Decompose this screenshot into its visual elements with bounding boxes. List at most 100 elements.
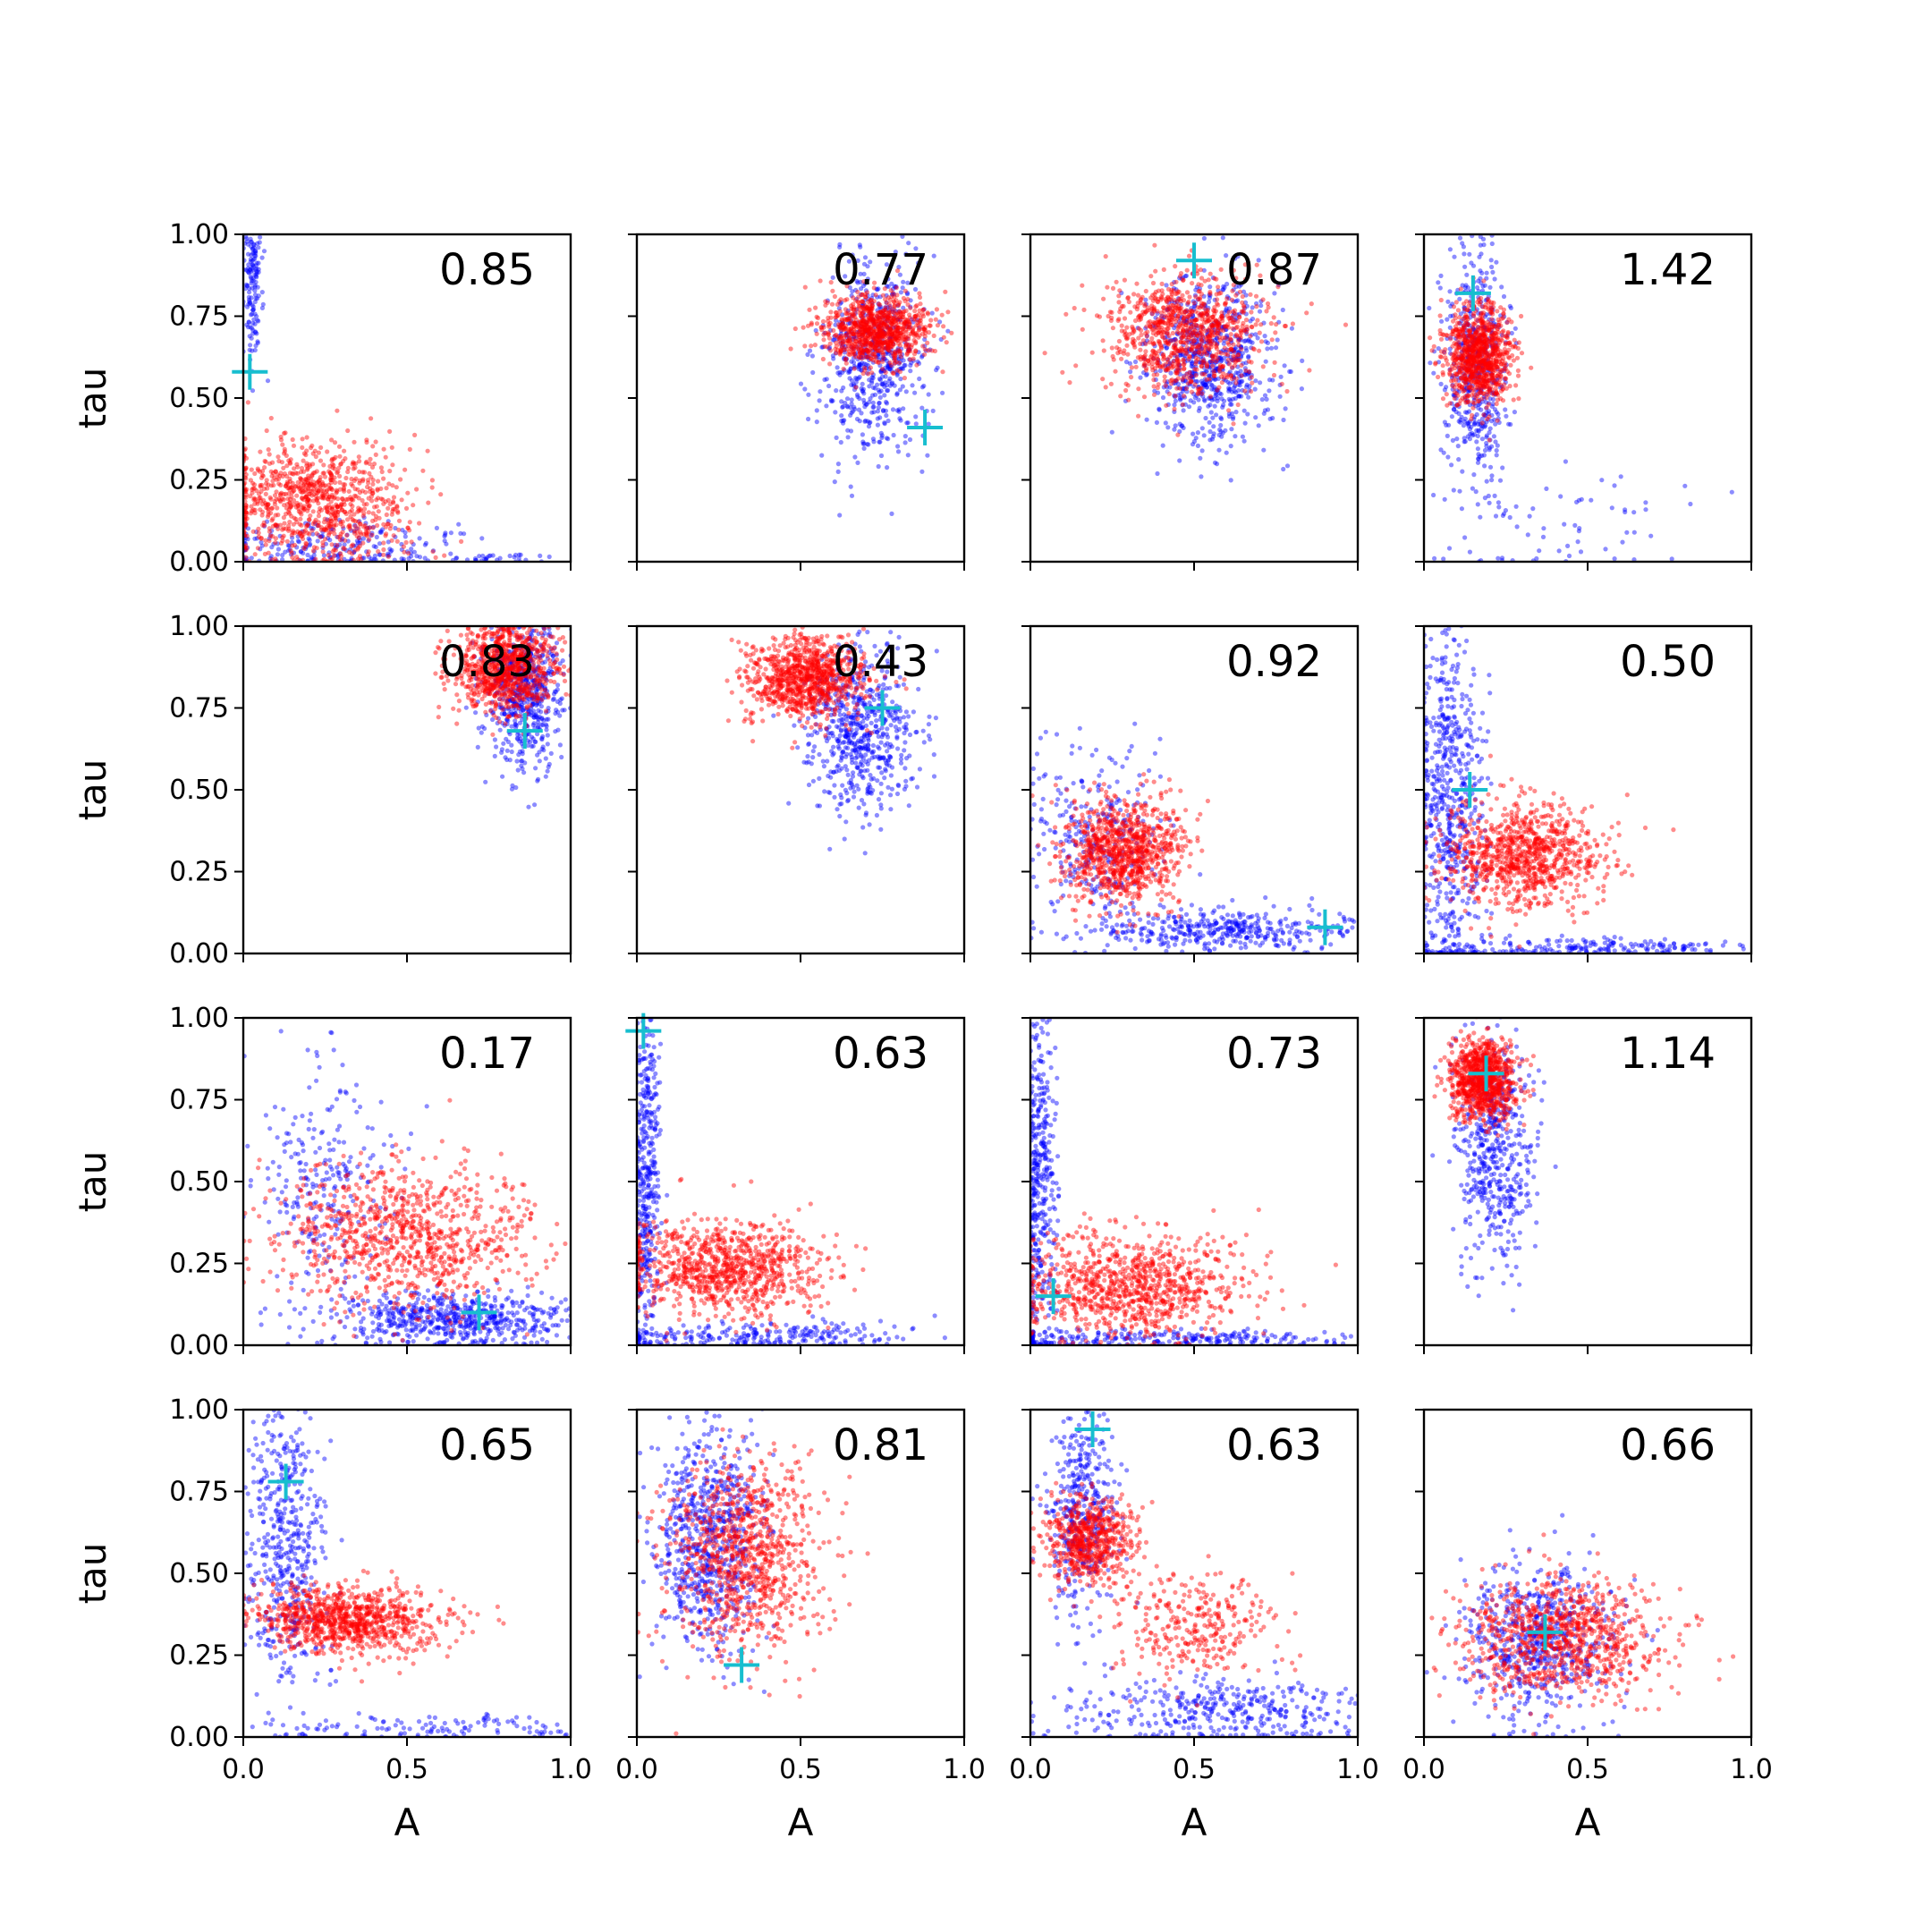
red-point <box>267 452 272 457</box>
red-point <box>920 313 927 319</box>
red-point <box>926 348 931 353</box>
red-point <box>270 523 275 530</box>
blue-point <box>1149 311 1155 317</box>
blue-point <box>248 257 253 262</box>
red-point <box>341 482 346 487</box>
red-point <box>252 510 258 516</box>
blue-point <box>1210 325 1216 330</box>
blue-point <box>260 301 266 307</box>
blue-point <box>893 309 898 314</box>
red-point <box>868 332 873 337</box>
red-point <box>858 308 864 314</box>
blue-point <box>1204 311 1209 317</box>
blue-point <box>1190 442 1196 447</box>
blue-point <box>916 260 921 266</box>
blue-point <box>886 351 891 356</box>
red-point <box>335 504 340 510</box>
red-point <box>903 329 909 335</box>
blue-point <box>333 545 338 551</box>
blue-point <box>1215 395 1221 401</box>
red-point <box>1228 346 1233 352</box>
red-point <box>1136 386 1141 392</box>
red-point <box>256 526 261 532</box>
blue-point <box>518 552 523 557</box>
red-point <box>1158 343 1164 348</box>
blue-point <box>335 534 340 539</box>
red-point <box>347 526 352 531</box>
blue-point <box>877 389 882 394</box>
red-point <box>894 337 900 343</box>
red-point <box>792 326 798 332</box>
red-point <box>341 487 346 492</box>
red-point <box>875 340 880 345</box>
blue-point <box>847 376 852 381</box>
red-point <box>294 520 300 525</box>
red-point <box>358 506 363 513</box>
red-point <box>287 496 293 502</box>
red-point <box>886 315 891 320</box>
blue-point <box>477 554 482 559</box>
blue-point <box>937 319 943 325</box>
red-point <box>910 331 915 336</box>
red-point <box>906 343 911 350</box>
red-point <box>1231 421 1236 427</box>
blue-point <box>442 538 447 544</box>
red-point <box>1208 342 1214 347</box>
red-point <box>881 320 886 326</box>
blue-point <box>1204 385 1209 390</box>
red-point <box>863 339 869 344</box>
red-point <box>1122 316 1128 321</box>
red-point <box>876 360 881 366</box>
red-point <box>843 333 849 338</box>
blue-point <box>1176 296 1182 301</box>
blue-point <box>1258 380 1263 386</box>
blue-point <box>348 528 353 533</box>
blue-point <box>1196 384 1201 389</box>
blue-point <box>884 358 890 363</box>
blue-point <box>1620 539 1625 545</box>
red-point <box>331 528 336 533</box>
red-point <box>276 481 282 487</box>
red-point <box>342 488 347 494</box>
blue-point <box>826 383 832 389</box>
blue-point <box>897 272 903 277</box>
red-point <box>313 453 318 460</box>
red-point <box>883 321 888 326</box>
red-point <box>860 332 866 337</box>
blue-point <box>444 541 449 547</box>
blue-point <box>837 372 843 377</box>
red-point <box>877 348 882 353</box>
red-point <box>1235 338 1241 343</box>
red-point <box>839 344 844 350</box>
red-point <box>858 318 863 324</box>
red-point <box>321 488 326 494</box>
red-point <box>295 503 301 508</box>
red-point <box>256 530 261 536</box>
blue-point <box>883 305 888 310</box>
red-point <box>880 311 886 317</box>
blue-point <box>875 409 881 414</box>
blue-point <box>882 318 888 325</box>
blue-point <box>1216 432 1222 437</box>
blue-point <box>908 362 913 369</box>
red-point <box>329 487 335 493</box>
blue-point <box>899 346 904 352</box>
blue-point <box>1276 282 1282 288</box>
red-point <box>861 328 868 334</box>
red-point <box>919 331 926 336</box>
blue-point <box>884 383 889 388</box>
red-point <box>348 502 353 507</box>
red-point <box>886 329 891 335</box>
blue-point <box>843 274 848 279</box>
blue-point <box>243 521 249 527</box>
red-point <box>337 537 343 543</box>
blue-point <box>309 556 315 562</box>
red-point <box>860 349 865 354</box>
red-point <box>321 470 326 476</box>
red-point <box>315 522 320 529</box>
red-point <box>860 370 866 377</box>
red-point <box>280 535 285 540</box>
blue-point <box>250 302 255 308</box>
red-point <box>858 312 864 318</box>
red-point <box>350 504 355 509</box>
